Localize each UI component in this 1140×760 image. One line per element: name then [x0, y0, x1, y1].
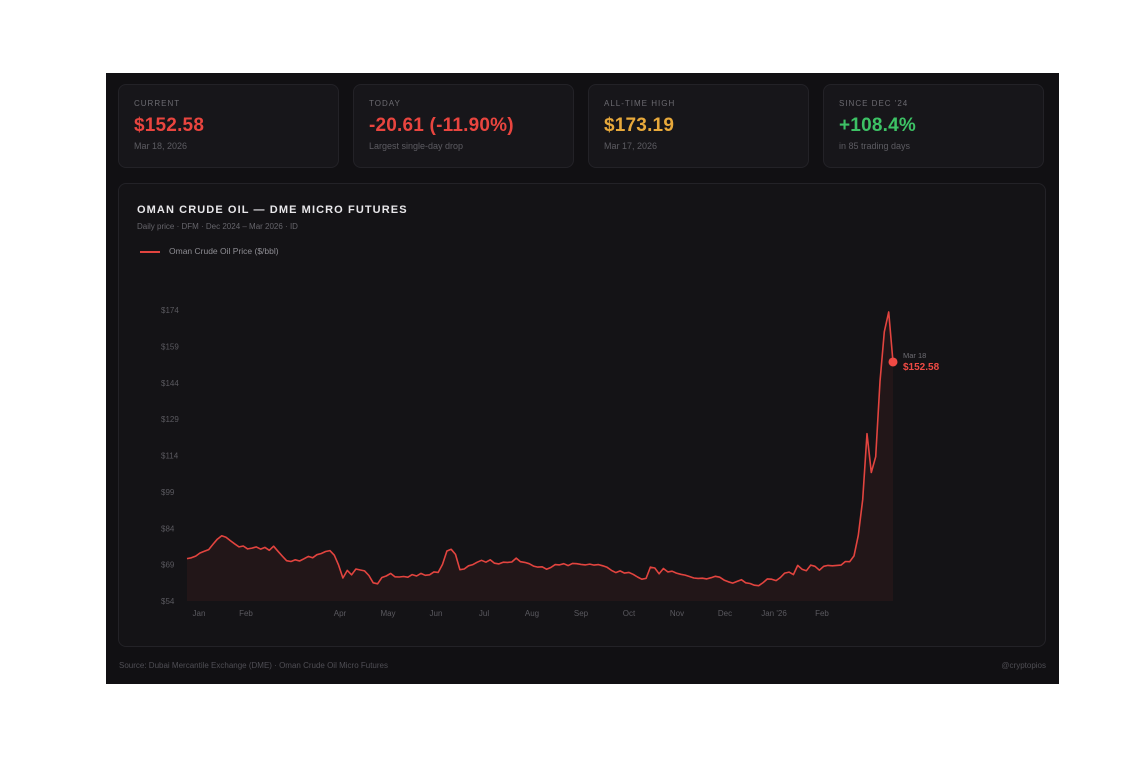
- all-time-high-label: ALL-TIME HIGH: [604, 99, 676, 108]
- annotation-date: Mar 18: [903, 351, 926, 360]
- x-tick-label: Apr: [334, 609, 347, 618]
- legend-label: Oman Crude Oil Price ($/bbl): [169, 246, 279, 256]
- x-tick-label: Dec: [718, 609, 732, 618]
- source-note: Source: Dubai Mercantile Exchange (DME) …: [119, 661, 388, 670]
- y-tick-label: $99: [161, 488, 175, 497]
- all-time-high-value: $173.19: [604, 115, 675, 136]
- today-change-card: TODAY -20.61 (-11.90%) Largest single-da…: [353, 84, 574, 168]
- x-tick-label: Oct: [623, 609, 636, 618]
- since-dec-label: SINCE DEC '24: [839, 99, 909, 108]
- current-price-date: Mar 18, 2026: [134, 141, 188, 151]
- chart-card: $174 $159 $144 $129 $114 $99 $84 $69 $54 Jan Feb Ap…: [118, 183, 1046, 647]
- y-tick-label: $54: [161, 597, 175, 606]
- x-tick-label: Nov: [670, 609, 684, 618]
- since-dec-value: +108.4%: [839, 115, 916, 136]
- since-dec-card: SINCE DEC '24 +108.4% in 85 trading days: [823, 84, 1044, 168]
- current-price-label: CURRENT: [134, 99, 181, 108]
- all-time-high-card: ALL-TIME HIGH $173.19 Mar 17, 2026: [588, 84, 809, 168]
- annotation-value: $152.58: [903, 362, 940, 373]
- x-tick-label: May: [380, 609, 395, 618]
- chart-subtitle: Daily price · DFM · Dec 2024 – Mar 2026 …: [137, 222, 298, 231]
- chart-title: OMAN CRUDE OIL — DME MICRO FUTURES: [137, 204, 408, 216]
- y-tick-label: $129: [161, 415, 179, 424]
- y-tick-label: $84: [161, 524, 175, 533]
- x-tick-label: Jan '26: [761, 609, 787, 618]
- price-chart: $174 $159 $144 $129 $114 $99 $84 $69 $54 Jan Feb Ap…: [161, 306, 940, 618]
- author-handle: @cryptopios: [1001, 661, 1046, 670]
- y-tick-label: $114: [161, 452, 179, 461]
- x-tick-label: Feb: [815, 609, 829, 618]
- y-tick-label: $174: [161, 306, 179, 315]
- since-dec-note: in 85 trading days: [839, 141, 911, 151]
- last-price-point: [888, 357, 898, 367]
- x-tick-label: Jul: [479, 609, 489, 618]
- dashboard-panel: CURRENT $152.58 Mar 18, 2026 TODAY -20.6…: [106, 73, 1059, 684]
- x-tick-label: Aug: [525, 609, 539, 618]
- price-line: [186, 311, 894, 587]
- y-tick-label: $144: [161, 379, 179, 388]
- x-tick-label: Sep: [574, 609, 589, 618]
- today-change-note: Largest single-day drop: [369, 141, 464, 151]
- x-tick-label: Jan: [193, 609, 206, 618]
- all-time-high-date: Mar 17, 2026: [604, 141, 658, 151]
- current-price-value: $152.58: [134, 115, 205, 136]
- today-change-value: -20.61 (-11.90%): [369, 115, 514, 136]
- legend-swatch: [140, 251, 160, 253]
- x-tick-label: Jun: [430, 609, 443, 618]
- x-tick-label: Feb: [239, 609, 253, 618]
- today-change-label: TODAY: [369, 99, 401, 108]
- current-price-card: CURRENT $152.58 Mar 18, 2026: [118, 84, 339, 168]
- y-tick-label: $159: [161, 342, 179, 351]
- y-tick-label: $69: [161, 561, 175, 570]
- price-area: [187, 312, 893, 601]
